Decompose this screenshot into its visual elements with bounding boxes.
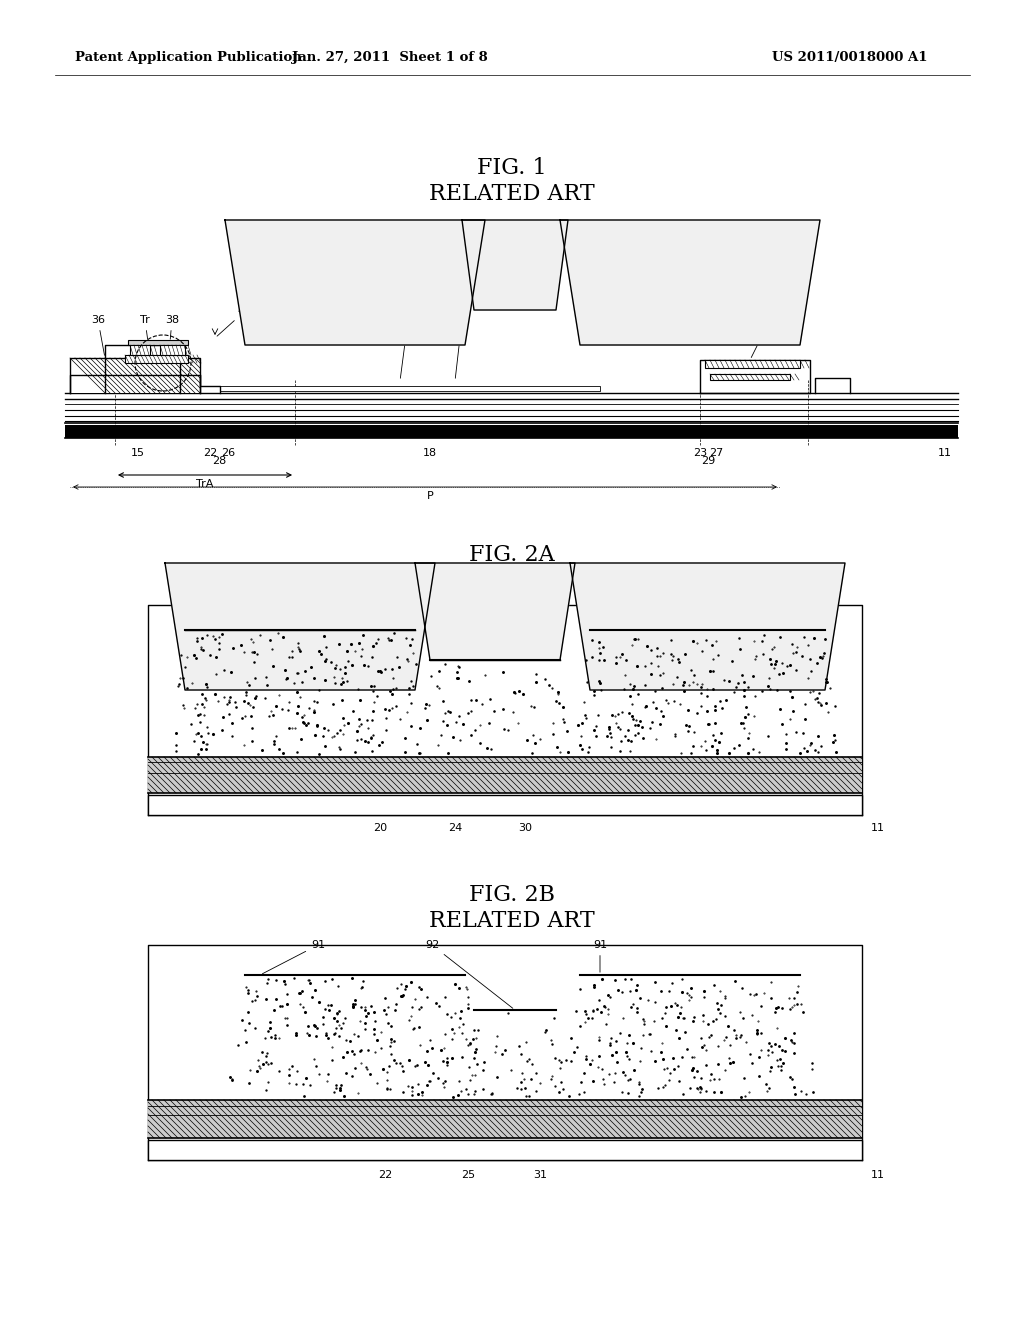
Bar: [710, 374, 790, 380]
Text: 38: 38: [165, 315, 179, 339]
Text: 25: 25: [461, 1170, 475, 1180]
Polygon shape: [165, 564, 435, 690]
Text: 29: 29: [700, 455, 715, 466]
Text: TrA: TrA: [197, 479, 214, 488]
Text: 92: 92: [442, 590, 488, 657]
Text: FIG. 2B: FIG. 2B: [469, 884, 555, 906]
Text: 27: 27: [709, 447, 723, 458]
Text: 24: 24: [447, 822, 462, 833]
Polygon shape: [225, 220, 485, 345]
Bar: [125, 355, 188, 363]
Text: RELATED ART: RELATED ART: [429, 909, 595, 932]
Text: 91: 91: [203, 590, 337, 630]
Text: 15: 15: [131, 447, 145, 458]
Text: RELATED ART: RELATED ART: [429, 183, 595, 205]
Text: 11: 11: [871, 1170, 885, 1180]
Text: 92: 92: [425, 940, 513, 1008]
Bar: [160, 345, 185, 355]
Text: 22: 22: [378, 1170, 392, 1180]
Text: Jan. 27, 2011  Sheet 1 of 8: Jan. 27, 2011 Sheet 1 of 8: [292, 51, 487, 65]
Text: 23: 23: [693, 447, 707, 458]
Text: 45: 45: [217, 306, 252, 337]
Bar: [148, 1100, 862, 1138]
Text: 28: 28: [212, 455, 226, 466]
Polygon shape: [570, 564, 845, 690]
Polygon shape: [462, 220, 568, 310]
Text: FIG. 1: FIG. 1: [477, 157, 547, 180]
Polygon shape: [415, 564, 575, 660]
Bar: [148, 1140, 862, 1160]
Text: 91: 91: [262, 940, 325, 974]
Text: P: P: [427, 491, 433, 502]
Text: FIG. 2A: FIG. 2A: [469, 544, 555, 566]
Text: Patent Application Publication: Patent Application Publication: [75, 51, 302, 65]
Bar: [220, 385, 600, 391]
Text: 50: 50: [455, 315, 469, 379]
Text: 33: 33: [752, 315, 777, 358]
Bar: [65, 425, 958, 438]
Text: 18: 18: [423, 447, 437, 458]
Text: 26: 26: [221, 447, 236, 458]
Text: US 2011/0018000 A1: US 2011/0018000 A1: [772, 51, 928, 65]
Polygon shape: [560, 220, 820, 345]
Text: 11: 11: [871, 822, 885, 833]
Text: 36: 36: [91, 315, 105, 355]
Text: 22: 22: [203, 447, 217, 458]
Text: 91: 91: [593, 940, 607, 973]
Text: 30: 30: [518, 822, 532, 833]
Text: 42: 42: [400, 315, 415, 379]
Bar: [130, 345, 150, 355]
Bar: [71, 359, 199, 393]
Text: Tr: Tr: [140, 315, 150, 339]
Text: 91: 91: [583, 590, 604, 627]
Bar: [705, 360, 800, 368]
Bar: [148, 756, 862, 793]
Text: 11: 11: [938, 447, 952, 458]
Bar: [148, 795, 862, 814]
Text: 31: 31: [534, 1170, 547, 1180]
Bar: [128, 341, 188, 345]
Text: RELATED ART: RELATED ART: [429, 570, 595, 591]
Text: 20: 20: [373, 822, 387, 833]
